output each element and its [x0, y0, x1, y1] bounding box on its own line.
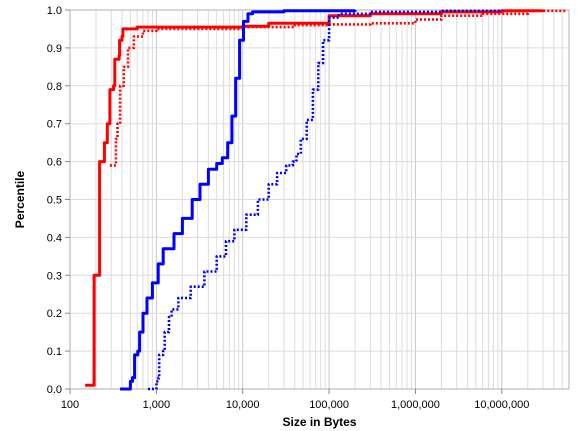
x-tick-label: 10,000	[226, 399, 260, 411]
y-tick-label: 0.7	[47, 119, 62, 131]
y-tick-label: 0.0	[47, 384, 62, 396]
series-line-0000ff-dotted	[148, 9, 504, 391]
series-line-0000ff-solid	[120, 9, 357, 391]
series-line-ff0000-solid	[85, 9, 545, 387]
y-tick-label: 0.4	[47, 232, 62, 244]
x-axis-title: Size in Bytes	[282, 415, 356, 429]
x-tick-label: 1,000	[143, 399, 171, 411]
series-lines	[85, 9, 567, 391]
x-axis-ticks: 100 1,000 10,000 100,000 1,000,000 10,000,000	[61, 389, 529, 411]
x-tick-label: 100,000	[309, 399, 349, 411]
y-tick-label: 0.1	[47, 346, 62, 358]
y-tick-label: 0.8	[47, 81, 62, 93]
x-tick-label: 10,000,000	[474, 399, 529, 411]
y-tick-label: 1.0	[47, 5, 62, 17]
y-tick-label: 0.6	[47, 157, 62, 169]
y-tick-label: 0.2	[47, 308, 62, 320]
y-axis-ticks: 0.0 0.1 0.2 0.3 0.4 0.5 0.6 0.7 0.8 0.9 1.0	[47, 5, 70, 396]
x-tick-label: 100	[61, 399, 79, 411]
grid	[69, 9, 570, 390]
y-tick-label: 0.9	[47, 43, 62, 55]
y-tick-label: 0.3	[47, 270, 62, 282]
y-axis-title: Percentile	[13, 170, 27, 228]
series-line-ff0000-dotted	[109, 9, 567, 167]
y-tick-label: 0.5	[47, 195, 62, 207]
x-tick-label: 1,000,000	[391, 399, 440, 411]
